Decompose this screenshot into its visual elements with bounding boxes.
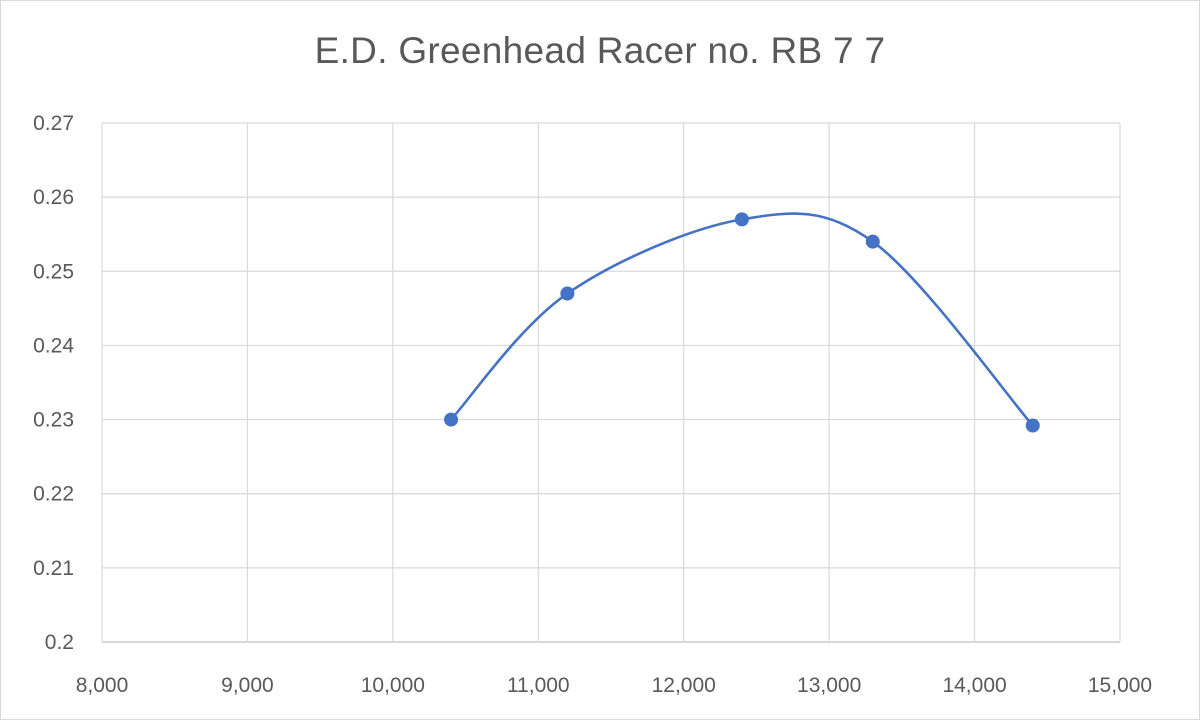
y-tick-label: 0.27 [33,112,74,135]
series-group [444,212,1040,433]
y-tick-label: 0.24 [33,334,74,357]
y-tick-label: 0.22 [33,483,74,506]
data-point-marker [865,234,880,249]
x-axis-tick-labels: 8,000 9,000 10,000 11,000 12,000 13,000 14,000… [76,674,1152,697]
x-tick-label: 11,000 [507,674,570,697]
gridlines [101,122,1121,643]
data-point-marker [560,286,575,301]
x-tick-label: 9,000 [221,674,274,697]
x-tick-label: 8,000 [76,674,129,697]
y-tick-label: 0.21 [33,557,74,580]
x-tick-label: 12,000 [652,674,716,697]
y-tick-label: 0.26 [33,186,74,209]
y-tick-label: 0.25 [33,260,74,283]
x-tick-label: 15,000 [1088,674,1152,697]
x-tick-label: 14,000 [942,674,1006,697]
y-tick-label: 0.23 [33,409,74,432]
chart-title: E.D. Greenhead Racer no. RB 7 7 [314,30,886,71]
data-point-marker [1025,418,1040,433]
x-tick-label: 13,000 [797,674,861,697]
x-tick-label: 10,000 [361,674,425,697]
data-point-marker [734,212,749,227]
data-point-marker [444,412,459,427]
y-tick-label: 0.2 [45,631,74,654]
y-axis-tick-labels: 0.2 0.21 0.22 0.23 0.24 0.25 0.26 0.27 [33,112,74,654]
